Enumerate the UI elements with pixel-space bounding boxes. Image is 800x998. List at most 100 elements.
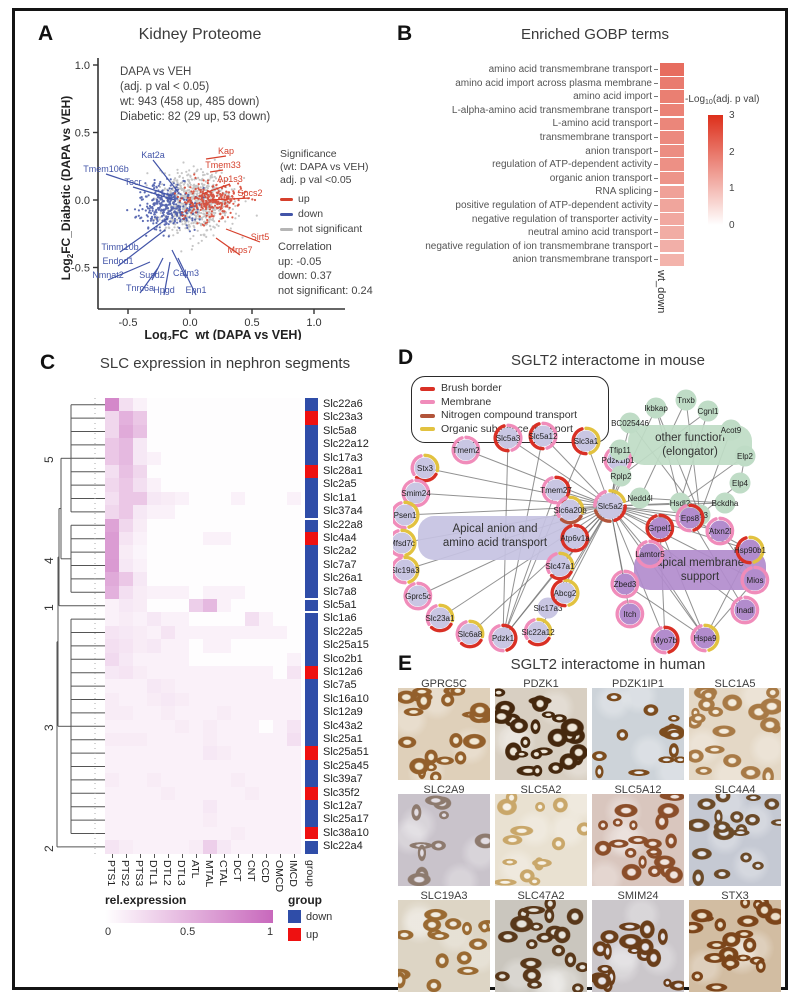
panel-b-letter: B <box>397 22 413 45</box>
gobp-heat-cell <box>660 226 684 239</box>
heatmap-cell <box>175 625 189 640</box>
heatmap-cell <box>133 840 147 854</box>
heatmap-cell <box>133 612 147 626</box>
heatmap-cell <box>273 585 287 599</box>
heatmap-cell <box>161 612 175 626</box>
heatmap-cell <box>175 558 189 573</box>
legend-title-post: (adj. p val) <box>712 94 760 105</box>
correlation-line: up: -0.05 <box>278 255 322 268</box>
gobp-legend-title: -Log10(adj. p val) <box>685 94 795 106</box>
heatmap-cell <box>119 733 133 747</box>
heatmap-cell <box>105 746 119 760</box>
heatmap-cell <box>287 840 301 854</box>
heatmap-cell <box>231 826 245 841</box>
row-label: Slc22a12 <box>323 438 369 451</box>
heatmap-cell <box>105 438 119 452</box>
heatmap-cell <box>273 491 287 506</box>
row-label: Slc12a9 <box>323 706 363 719</box>
gene-label: Mrps7 <box>227 245 252 255</box>
svg-text:amino acid transport: amino acid transport <box>443 537 548 549</box>
heatmap-cell <box>259 558 273 573</box>
gobp-scale-tick: 0 <box>729 220 735 231</box>
heatmap-cell <box>273 424 287 439</box>
heatmap-cell <box>133 759 147 774</box>
row-label: Slc22a4 <box>323 840 363 853</box>
network-node-Slc23a1: Slc23a1 <box>426 603 455 633</box>
heatmap-cell <box>273 478 287 492</box>
node-label: Elp2 <box>737 452 754 461</box>
heatmap-cell <box>161 666 175 680</box>
ihc-image-SLC19A3 <box>398 900 490 992</box>
heatmap-cell <box>161 599 175 613</box>
row-label: Slc25a51 <box>323 746 369 759</box>
group-legend-up: up <box>288 928 318 941</box>
heatmap-cell <box>105 532 119 546</box>
heatmap-cell <box>203 800 217 814</box>
cluster-number: 4 <box>42 557 56 564</box>
column-tick <box>224 853 225 858</box>
heatmap-cell <box>175 398 189 412</box>
gobp-row: RNA splicing <box>395 185 684 199</box>
group-cell-down <box>305 679 318 693</box>
heatmap-cell <box>217 451 231 465</box>
heatmap-cell <box>133 558 147 573</box>
row-label: Slc12a6 <box>323 666 363 678</box>
ihc-image-PDZK1IP1 <box>592 688 684 780</box>
heatmap-cell <box>175 572 189 586</box>
heatmap-cell <box>287 612 301 626</box>
ihc-image-SLC2A9 <box>398 794 490 886</box>
heatmap-cell <box>231 491 245 506</box>
heatmap-cell <box>161 800 175 814</box>
heatmap-cell <box>189 612 203 626</box>
heatmap-cell <box>133 733 147 747</box>
heatmap-cell <box>287 424 301 439</box>
node-label: Pdzk1 <box>492 634 515 643</box>
heatmap-cell <box>189 759 203 774</box>
heatmap-cell <box>273 545 287 559</box>
group-separator <box>305 517 318 520</box>
column-label: CTAL <box>217 859 229 886</box>
gobp-scale-tick: 2 <box>729 146 735 158</box>
heatmap-cell <box>133 706 147 720</box>
heatmap-cell <box>133 411 147 425</box>
heatmap-cell <box>203 612 217 626</box>
heatmap-cell <box>105 599 119 613</box>
heatmap-cell <box>147 505 161 519</box>
group-cell-down <box>305 491 318 506</box>
ihc-image-GPRC5C <box>398 688 490 780</box>
network-node-Lamtor5: Lamtor5 <box>635 539 665 569</box>
network-node-Atp6v1a: Atp6v1a <box>560 523 590 553</box>
heatmap-cell <box>273 719 287 733</box>
heatmap-cell <box>231 545 245 559</box>
svg-text:0.0: 0.0 <box>182 317 197 329</box>
svg-text:0.0: 0.0 <box>75 195 90 207</box>
heatmap-cell <box>231 532 245 546</box>
group-cell-down <box>305 813 318 827</box>
heatmap-cell <box>203 706 217 720</box>
heatmap-cell <box>119 424 133 439</box>
heatmap-cell <box>175 585 189 599</box>
heatmap-cell <box>119 478 133 492</box>
heatmap-cell <box>105 813 119 827</box>
heatmap-cell <box>119 545 133 559</box>
heatmap-cell <box>273 692 287 707</box>
heatmap-cell <box>189 491 203 506</box>
panel-e-title: SGLT2 interactome in human <box>510 656 706 673</box>
heatmap-cell <box>175 532 189 546</box>
heatmap-cell <box>133 572 147 586</box>
heatmap-cell <box>105 411 119 425</box>
heatmap-cell <box>259 545 273 559</box>
node-label: Mfsd7c <box>393 539 415 548</box>
legend-title-line: (wt: DAPA vs VEH) <box>280 161 369 173</box>
heatmap-cell <box>147 438 161 452</box>
heatmap-cell <box>105 773 119 787</box>
heatmap-cell <box>189 411 203 425</box>
heatmap-cell <box>231 505 245 519</box>
heatmap-cell <box>133 599 147 613</box>
heatmap-cell <box>245 706 259 720</box>
heatmap-cell <box>231 733 245 747</box>
heatmap-cell <box>105 706 119 720</box>
heatmap-cell <box>273 826 287 841</box>
heatmap-cell <box>273 398 287 412</box>
up-swatch <box>288 928 301 941</box>
